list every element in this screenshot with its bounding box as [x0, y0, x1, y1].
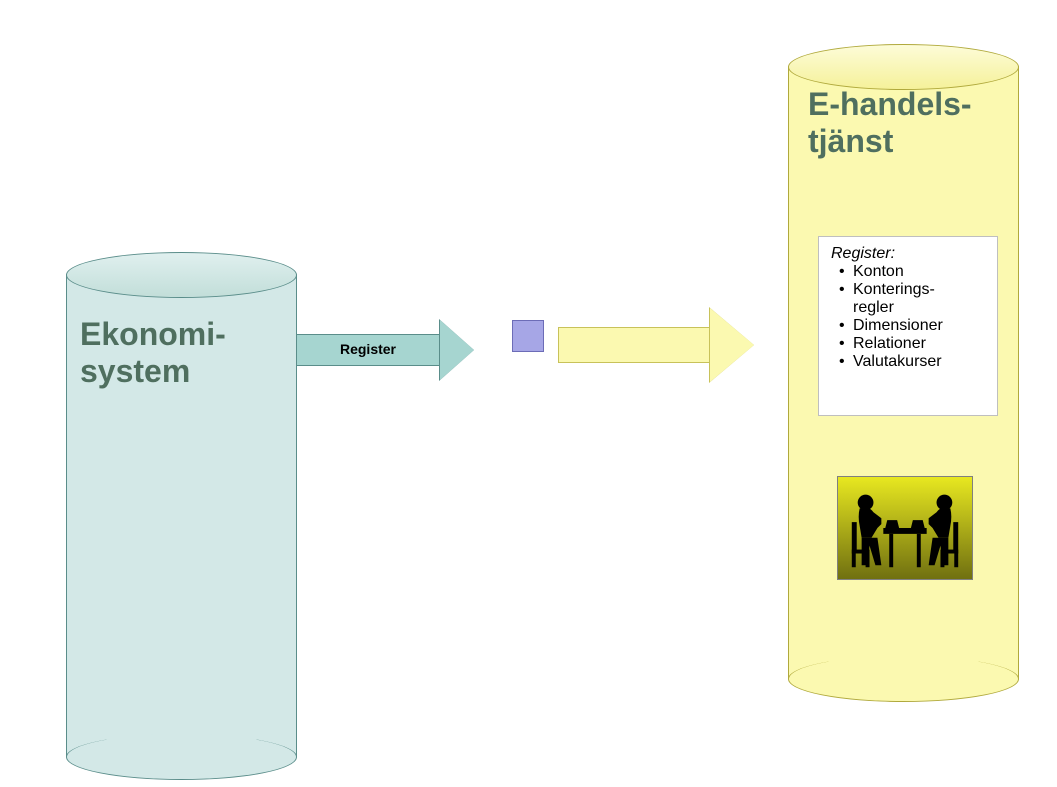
register-arrow-label: Register	[296, 341, 440, 357]
register-item: Valutakurser	[839, 353, 985, 371]
e-handels-tjanst-title: E-handels- tjänst	[808, 86, 972, 160]
connector-square	[512, 320, 544, 352]
register-item: Relationer	[839, 335, 985, 353]
register-info-box: Register: KontonKonterings-reglerDimensi…	[818, 236, 998, 416]
register-item: Konton	[839, 263, 985, 281]
title-line: system	[80, 353, 190, 389]
register-item: Dimensioner	[839, 317, 985, 335]
register-item-list: KontonKonterings-reglerDimensionerRelati…	[831, 263, 985, 371]
register-item: Konterings-regler	[839, 281, 985, 317]
title-line: tjänst	[808, 123, 893, 159]
transfer-arrow	[558, 308, 754, 382]
register-box-heading: Register:	[831, 245, 985, 263]
meeting-illustration	[837, 476, 973, 580]
title-line: Ekonomi-	[80, 316, 226, 352]
system-integration-diagram: Ekonomi- system E-handels- tjänst Regist…	[0, 0, 1057, 787]
title-line: E-handels-	[808, 86, 972, 122]
register-arrow: Register	[296, 320, 474, 380]
ekonomi-system-title: Ekonomi- system	[80, 316, 226, 390]
